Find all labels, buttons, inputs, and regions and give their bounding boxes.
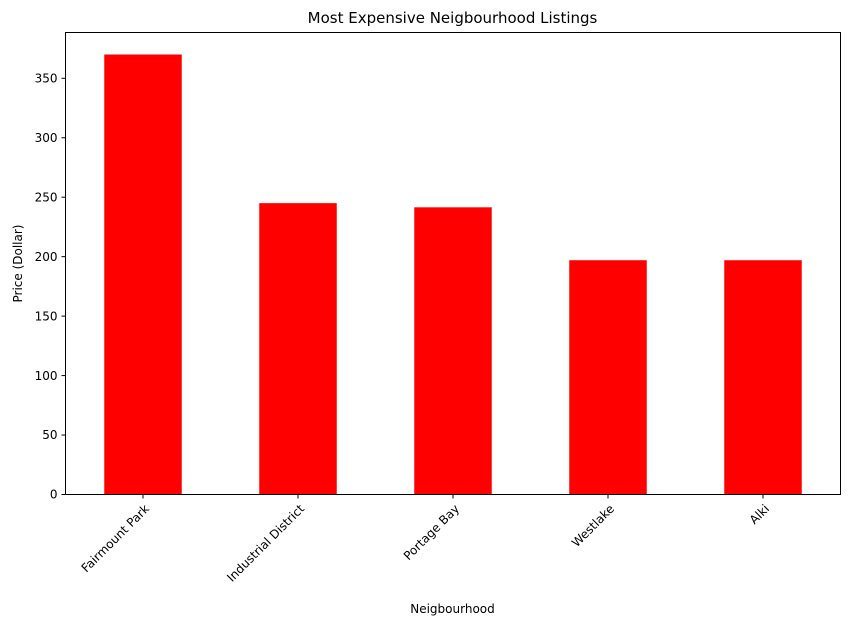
x-tick-label: Alki <box>747 502 772 527</box>
bar-industrial-district <box>259 203 337 495</box>
bar-fairmount-park <box>104 54 182 495</box>
plot-frame <box>65 32 841 495</box>
y-axis-label: Price (Dollar) <box>11 225 25 303</box>
x-tick-label: Fairmount Park <box>79 502 153 576</box>
x-axis-label: Neigbourhood <box>410 602 495 616</box>
bar-westlake <box>569 260 647 495</box>
plot-area <box>104 54 802 495</box>
bar-alki <box>724 260 802 495</box>
x-tick-label: Portage Bay <box>401 502 462 563</box>
chart-title: Most Expensive Neigbourhood Listings <box>308 9 598 27</box>
y-tick-label: 0 <box>50 488 58 502</box>
y-tick-label: 150 <box>35 309 58 323</box>
y-tick-label: 250 <box>35 190 58 204</box>
bar-portage-bay <box>414 207 492 495</box>
y-tick-label: 200 <box>35 250 58 264</box>
x-axis: Fairmount Park Industrial District Portage… <box>79 494 772 585</box>
y-tick-label: 350 <box>35 71 58 85</box>
x-tick-label: Industrial District <box>224 501 307 584</box>
y-tick-label: 300 <box>35 131 58 145</box>
x-tick-label: Westlake <box>569 502 617 550</box>
y-axis: 0 50 100 150 200 250 300 350 <box>35 71 66 502</box>
y-tick-label: 50 <box>42 428 57 442</box>
y-tick-label: 100 <box>35 369 58 383</box>
